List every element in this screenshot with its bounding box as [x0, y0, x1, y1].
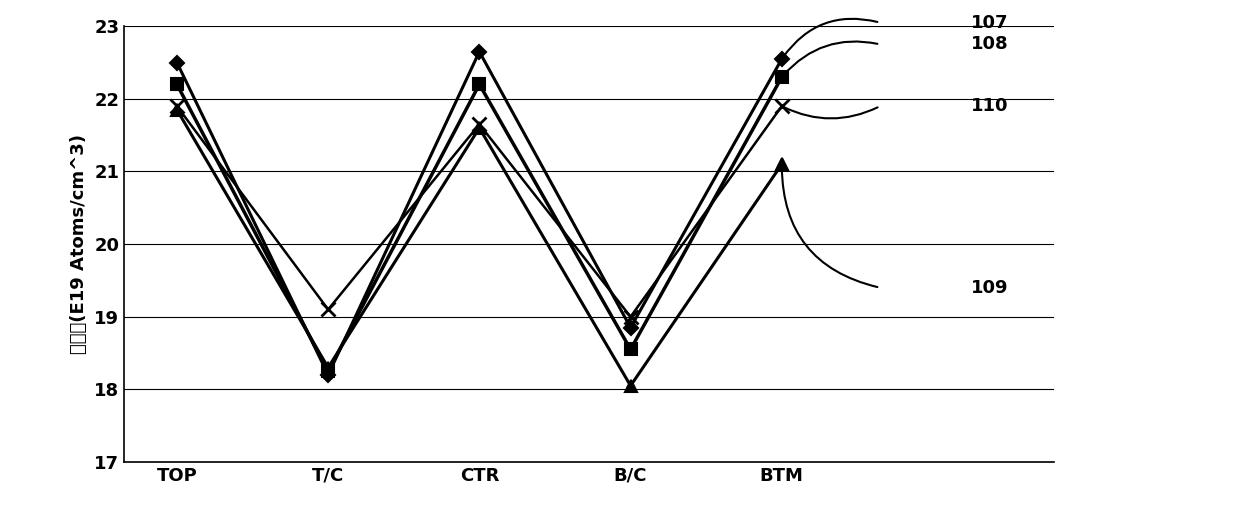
Text: 110: 110 — [971, 97, 1008, 115]
Text: 108: 108 — [971, 35, 1008, 54]
Text: 107: 107 — [971, 14, 1008, 32]
Text: 109: 109 — [971, 279, 1008, 297]
Y-axis label: 磷浓度(E19 Atoms/cm^3): 磷浓度(E19 Atoms/cm^3) — [71, 134, 88, 354]
